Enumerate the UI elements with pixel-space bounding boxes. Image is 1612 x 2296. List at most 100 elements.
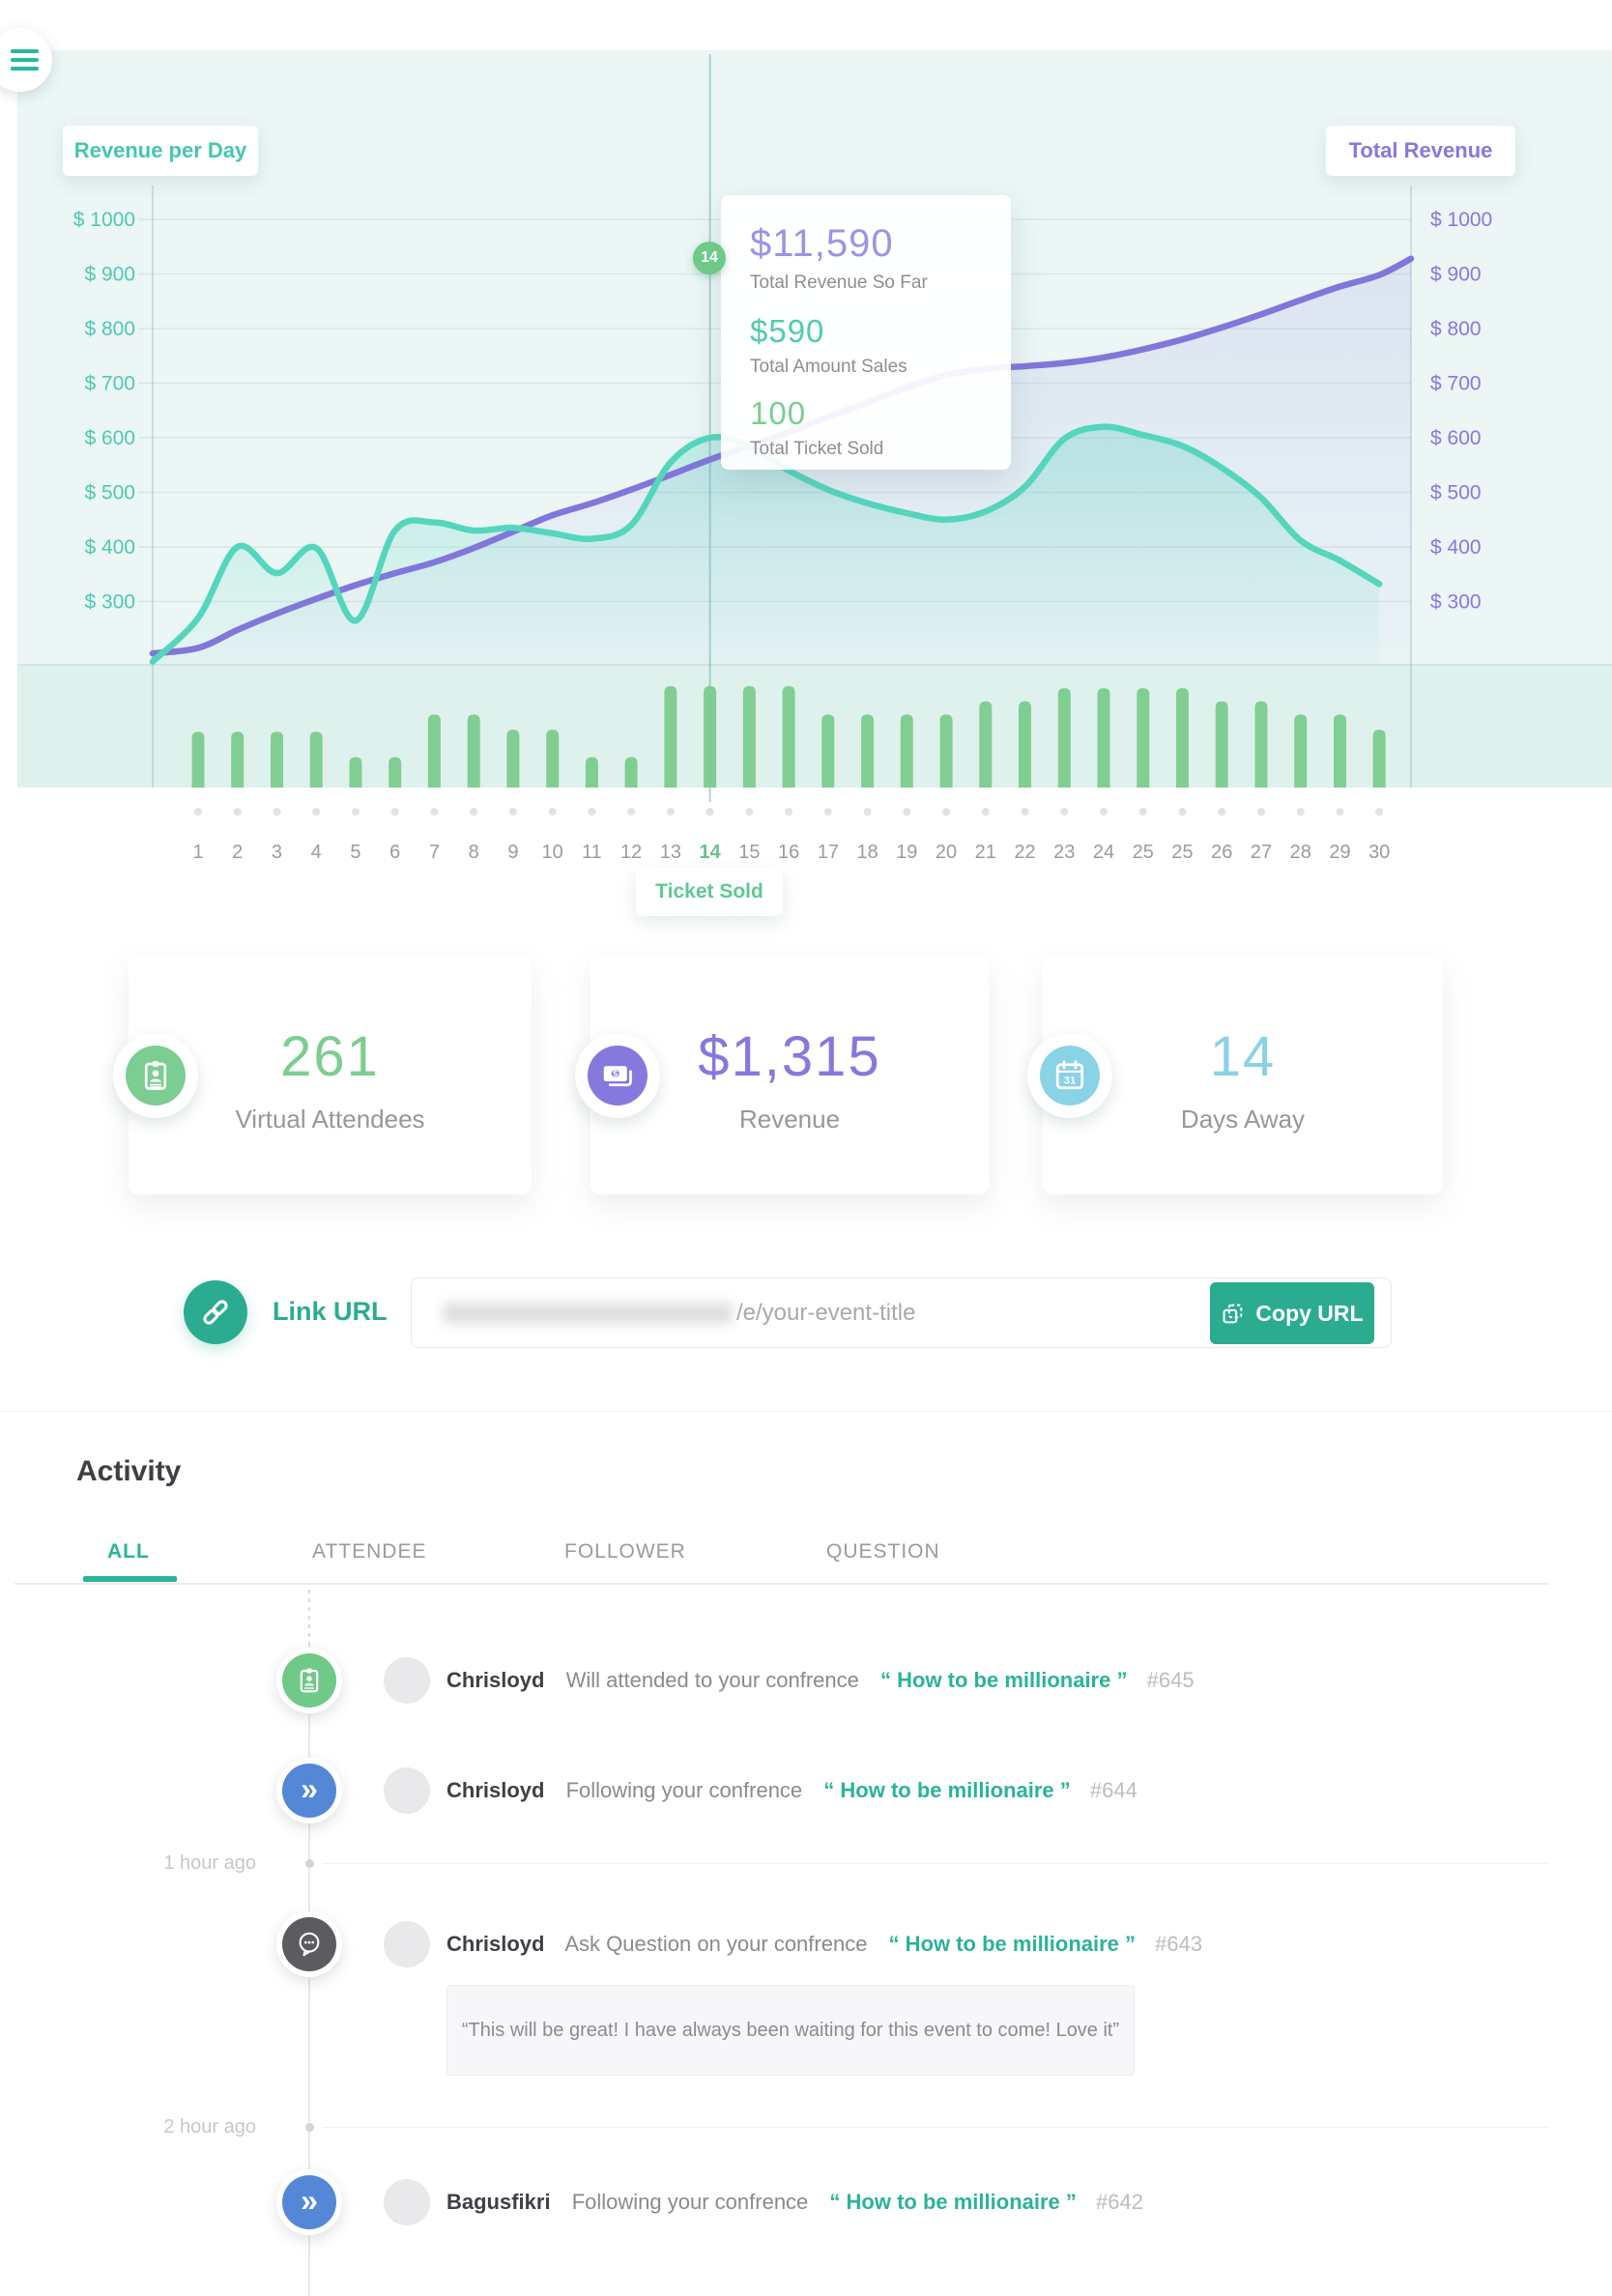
y-axis-tick-right: $ 900 <box>1430 264 1482 286</box>
y-axis-tick-right: $ 400 <box>1430 536 1482 559</box>
revenue-amount: $1,315 <box>698 1024 881 1088</box>
ticket-bar[interactable] <box>231 732 245 788</box>
timestamp-dot <box>305 1859 314 1868</box>
x-axis-day-label: 7 <box>429 842 440 863</box>
action-text: Will attended to your confrence <box>565 1668 859 1692</box>
activity-item: Chrisloyd Will attended to your confrenc… <box>0 1648 1612 1713</box>
y-axis-tick-right: $ 300 <box>1430 591 1482 614</box>
tooltip-total-revenue-label: Total Revenue So Far <box>750 273 928 293</box>
section-divider <box>0 1411 1612 1412</box>
tab-attendee[interactable]: ATTENDEE <box>312 1540 427 1563</box>
event-title-link[interactable]: “ How to be millionaire ” <box>888 1932 1137 1956</box>
copy-url-label: Copy URL <box>1255 1300 1364 1326</box>
svg-text:31: 31 <box>1064 1075 1077 1086</box>
ticket-bar[interactable] <box>467 714 480 788</box>
y-axis-tick-left: $ 600 <box>84 427 135 449</box>
ticket-bar[interactable] <box>821 714 835 788</box>
day-dot <box>351 808 360 816</box>
y-axis-tick-right: $ 500 <box>1430 482 1482 504</box>
day-dot <box>942 808 951 816</box>
x-axis-day-label: 30 <box>1368 842 1390 863</box>
tooltip-total-tickets-value: 100 <box>750 395 807 431</box>
ticket-sold-chip: Ticket Sold <box>636 868 783 916</box>
username: Bagusfikri <box>446 2190 551 2214</box>
day-dot <box>1218 808 1226 816</box>
link-url-label: Link URL <box>273 1297 388 1326</box>
tooltip-total-revenue-value: $11,590 <box>750 222 894 265</box>
ticket-bar[interactable] <box>1334 714 1346 788</box>
ticket-bar[interactable] <box>1372 730 1386 788</box>
y-axis-tick-left: $ 400 <box>84 536 135 559</box>
ticket-bar[interactable] <box>585 757 598 789</box>
x-axis-day-label: 1 <box>192 842 203 863</box>
ticket-bar[interactable] <box>939 714 953 788</box>
ticket-bar[interactable] <box>1137 688 1150 788</box>
day-14-marker: 14 <box>693 242 726 274</box>
ticket-bar[interactable] <box>546 730 560 788</box>
ticket-bar[interactable] <box>1057 688 1071 788</box>
x-axis-day-label: 17 <box>818 842 839 863</box>
ticket-bar[interactable] <box>427 714 441 788</box>
timestamp: 2 hour ago <box>163 2116 256 2138</box>
svg-text:$: $ <box>613 1069 619 1079</box>
y-axis-tick-left: $ 1000 <box>73 209 135 231</box>
x-axis-day-label: 22 <box>1014 842 1035 863</box>
ticket-bar[interactable] <box>704 686 717 788</box>
copy-url-button[interactable]: Copy URL <box>1210 1282 1374 1344</box>
attendees-count: 261 <box>280 1024 380 1088</box>
avatar <box>384 2179 430 2225</box>
activity-ref: #642 <box>1096 2190 1143 2214</box>
ticket-bar[interactable] <box>506 730 520 788</box>
x-axis-day-label: 23 <box>1053 842 1075 863</box>
ticket-bar[interactable] <box>389 757 402 789</box>
ticket-bar[interactable] <box>1215 701 1228 788</box>
menu-button[interactable] <box>0 28 52 92</box>
chart-tooltip: $11,590 Total Revenue So Far $590 Total … <box>721 195 1011 470</box>
attendee-badge-icon <box>276 1648 342 1713</box>
ticket-bar[interactable] <box>1294 714 1308 788</box>
ticket-bar[interactable] <box>191 732 205 788</box>
action-text: Following your confrence <box>571 2190 809 2214</box>
timestamp-line <box>323 2127 1548 2128</box>
x-axis-day-label: 2 <box>232 842 243 863</box>
y-axis-tick-right: $ 600 <box>1430 427 1482 449</box>
ticket-bar[interactable] <box>309 732 323 788</box>
ticket-bar[interactable] <box>1019 701 1031 788</box>
day-dot <box>470 808 478 816</box>
x-axis-day-label: 16 <box>778 842 799 863</box>
event-title-link[interactable]: “ How to be millionaire ” <box>880 1668 1128 1692</box>
ticket-bar[interactable] <box>349 757 362 789</box>
ticket-bar[interactable] <box>742 686 756 788</box>
activity-item: » Bagusfikri Following your confrence “ … <box>0 2169 1612 2235</box>
day-dot <box>1178 808 1187 816</box>
ticket-bar[interactable] <box>900 714 913 788</box>
timestamp-line <box>323 1863 1548 1864</box>
ticket-bar[interactable] <box>624 757 638 789</box>
username: Chrisloyd <box>446 1778 545 1802</box>
ticket-bar[interactable] <box>1254 701 1268 788</box>
follow-chevrons-icon: » <box>276 1758 342 1823</box>
event-title-link[interactable]: “ How to be millionaire ” <box>829 2190 1077 2214</box>
stat-card-revenue: $ $1,315 Revenue <box>575 956 989 1194</box>
day-dot <box>745 808 754 816</box>
tab-all[interactable]: ALL <box>107 1540 150 1563</box>
day-dot <box>903 808 911 816</box>
tab-question[interactable]: QUESTION <box>826 1540 940 1563</box>
day-dot <box>390 808 399 816</box>
ticket-bar[interactable] <box>1176 688 1189 788</box>
activity-item: » Chrisloyd Following your confrence “ H… <box>0 1758 1612 1823</box>
event-title-link[interactable]: “ How to be millionaire ” <box>823 1778 1071 1802</box>
ticket-bar[interactable] <box>271 732 283 788</box>
day-dot <box>705 808 714 816</box>
activity-title: Activity <box>76 1455 182 1487</box>
ticket-bar[interactable] <box>664 686 677 788</box>
ticket-bar[interactable] <box>782 686 795 788</box>
event-url-visible-text: /e/your-event-title <box>736 1299 916 1326</box>
redacted-url-prefix <box>443 1302 733 1324</box>
ticket-bar[interactable] <box>1097 688 1110 788</box>
tab-follower[interactable]: FOLLOWER <box>564 1540 686 1563</box>
day-dot <box>1021 808 1029 816</box>
x-axis-day-label: 8 <box>469 842 479 863</box>
ticket-bar[interactable] <box>979 701 993 788</box>
ticket-bar[interactable] <box>861 714 875 788</box>
